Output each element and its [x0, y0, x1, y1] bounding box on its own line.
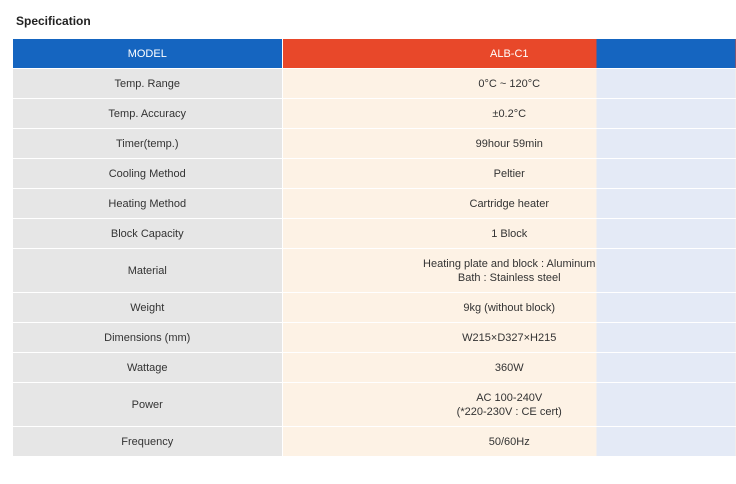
table-row: Temp. Accuracy ±0.2°C: [13, 98, 736, 129]
table-row: Material Heating plate and block : Alumi…: [13, 248, 736, 293]
row-label: Heating Method: [13, 188, 283, 219]
table-header-row: MODEL ALB-C1: [13, 39, 736, 69]
row-value-line: 0°C ~ 120°C: [478, 77, 541, 90]
row-value: Cartridge heater: [282, 188, 736, 219]
table-row: Timer(temp.) 99hour 59min: [13, 128, 736, 159]
row-value: W215×D327×H215: [282, 322, 736, 353]
row-value-line: Heating plate and block : Aluminum: [423, 257, 596, 270]
row-label: Cooling Method: [13, 158, 283, 189]
row-value-line: ±0.2°C: [492, 107, 527, 120]
row-value-line: W215×D327×H215: [462, 331, 557, 344]
row-value-line: 50/60Hz: [488, 435, 530, 448]
row-value-line: AC 100-240V: [476, 391, 543, 404]
row-value: AC 100-240V (*220-230V : CE cert): [282, 382, 736, 427]
row-label: Power: [13, 382, 283, 427]
row-label: Weight: [13, 292, 283, 323]
table-row: Temp. Range 0°C ~ 120°C: [13, 68, 736, 99]
row-label: Timer(temp.): [13, 128, 283, 159]
table-row: Block Capacity 1 Block: [13, 218, 736, 249]
row-label: Temp. Accuracy: [13, 98, 283, 129]
row-value: 360W: [282, 352, 736, 383]
row-value: Peltier: [282, 158, 736, 189]
row-value-line: Bath : Stainless steel: [457, 271, 561, 284]
row-value-line: (*220-230V : CE cert): [456, 405, 562, 418]
table-row: Dimensions (mm) W215×D327×H215: [13, 322, 736, 353]
spec-table: MODEL ALB-C1 Temp. Range 0°C ~ 120°C Tem…: [13, 39, 736, 456]
row-value-line: 360W: [494, 361, 524, 374]
row-value: 99hour 59min: [282, 128, 736, 159]
row-label: Material: [13, 248, 283, 293]
row-value-line: Cartridge heater: [469, 197, 550, 210]
row-label: Wattage: [13, 352, 283, 383]
section-title: Specification: [16, 14, 91, 28]
row-value-line: Peltier: [493, 167, 525, 180]
row-label: Temp. Range: [13, 68, 283, 99]
table-row: Wattage 360W: [13, 352, 736, 383]
model-header-value: ALB-C1: [282, 39, 736, 69]
row-value-line: 9kg (without block): [463, 301, 556, 314]
row-value: ±0.2°C: [282, 98, 736, 129]
row-label: Block Capacity: [13, 218, 283, 249]
row-label: Dimensions (mm): [13, 322, 283, 353]
row-value: 50/60Hz: [282, 426, 736, 456]
row-value: 0°C ~ 120°C: [282, 68, 736, 99]
row-value-line: 99hour 59min: [475, 137, 543, 150]
table-row: Power AC 100-240V (*220-230V : CE cert): [13, 382, 736, 427]
row-value: Heating plate and block : Aluminum Bath …: [282, 248, 736, 293]
table-row: Frequency 50/60Hz: [13, 426, 736, 456]
row-value: 9kg (without block): [282, 292, 736, 323]
table-row: Cooling Method Peltier: [13, 158, 736, 189]
table-row: Heating Method Cartridge heater: [13, 188, 736, 219]
model-header-label: MODEL: [13, 39, 283, 69]
row-value: 1 Block: [282, 218, 736, 249]
row-label: Frequency: [13, 426, 283, 456]
row-value-line: 1 Block: [491, 227, 528, 240]
table-row: Weight 9kg (without block): [13, 292, 736, 323]
